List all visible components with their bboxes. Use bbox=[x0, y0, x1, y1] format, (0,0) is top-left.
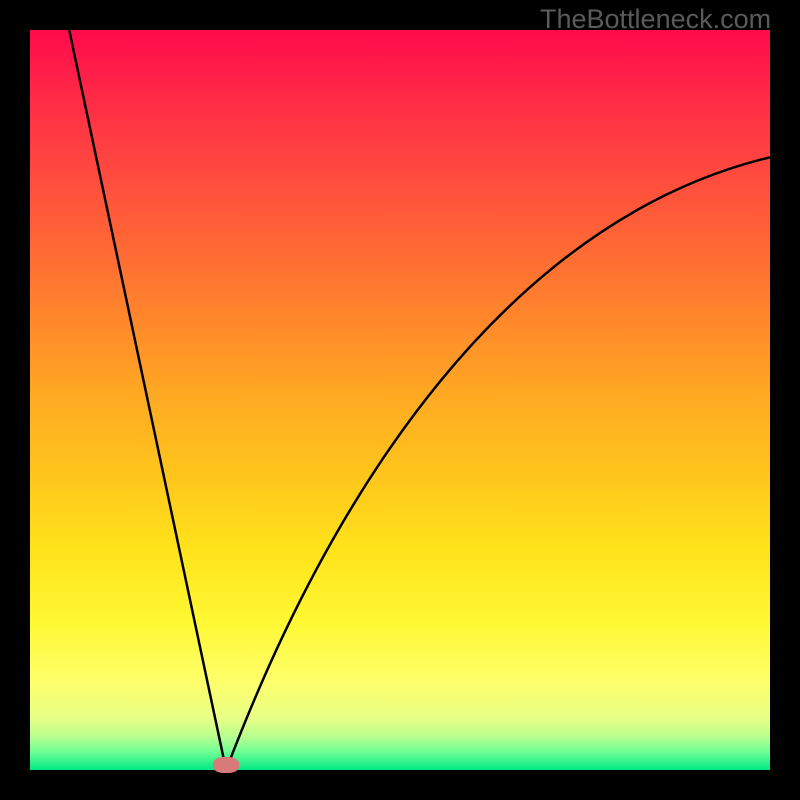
watermark-text: TheBottleneck.com bbox=[540, 4, 771, 35]
optimal-point-marker bbox=[213, 757, 239, 773]
plot-area bbox=[30, 30, 770, 770]
chart-container: TheBottleneck.com bbox=[0, 0, 800, 800]
bottleneck-curve bbox=[30, 30, 770, 770]
